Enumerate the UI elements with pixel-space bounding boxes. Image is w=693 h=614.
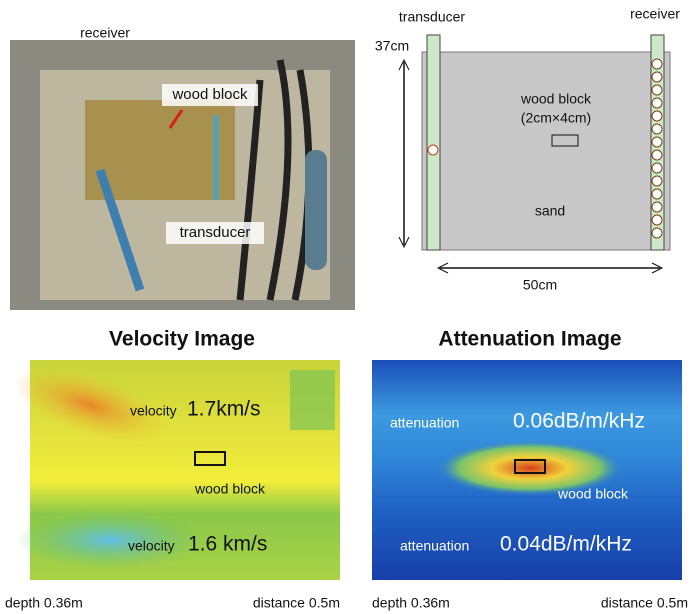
setup-diagram: transducer receiver 37cm wood block (2cm… — [375, 6, 680, 293]
diagram-label: sand — [535, 203, 565, 219]
green-zone — [290, 370, 335, 430]
transducer-element — [428, 145, 438, 155]
cylinder — [305, 150, 327, 270]
diagram-label: 50cm — [523, 277, 557, 293]
photo-label: wood block — [171, 86, 248, 103]
figure: receiver wood block transducer transduce… — [0, 0, 693, 614]
photo: receiver wood block transducer — [10, 25, 355, 310]
annotation: velocity — [130, 403, 177, 419]
panel-title: Attenuation Image — [438, 328, 621, 351]
panel-title: Velocity Image — [109, 328, 255, 351]
low-velocity-zone — [15, 510, 205, 570]
diagram-label: transducer — [399, 9, 465, 25]
diagram-label: wood block — [520, 91, 592, 107]
annotation: attenuation — [390, 415, 459, 431]
sand-box — [422, 52, 670, 250]
photo-label: receiver — [80, 25, 130, 41]
annotation: wood block — [557, 486, 629, 502]
attenuation-image: Attenuation Image attenuation 0.06dB/m/k… — [372, 328, 688, 611]
velocity-image: Velocity Image velocity 1.7km/s wood blo… — [5, 328, 340, 611]
annotation: 0.06dB/m/kHz — [513, 410, 645, 433]
axis-label: depth 0.36m — [5, 595, 83, 611]
axis-label: distance 0.5m — [253, 595, 340, 611]
transducer-bar — [427, 35, 440, 250]
axis-label: distance 0.5m — [601, 595, 688, 611]
axis-label: depth 0.36m — [372, 595, 450, 611]
photo-label: transducer — [180, 224, 251, 241]
annotation: 1.6 km/s — [188, 533, 267, 556]
annotation: velocity — [128, 538, 175, 554]
annotation: attenuation — [400, 538, 469, 554]
diagram-label: 37cm — [375, 38, 409, 54]
diagram-label: (2cm×4cm) — [521, 110, 591, 126]
diagram-label: receiver — [630, 6, 680, 22]
annotation: 0.04dB/m/kHz — [500, 533, 632, 556]
annotation: 1.7km/s — [187, 398, 261, 421]
annotation: wood block — [194, 481, 266, 497]
